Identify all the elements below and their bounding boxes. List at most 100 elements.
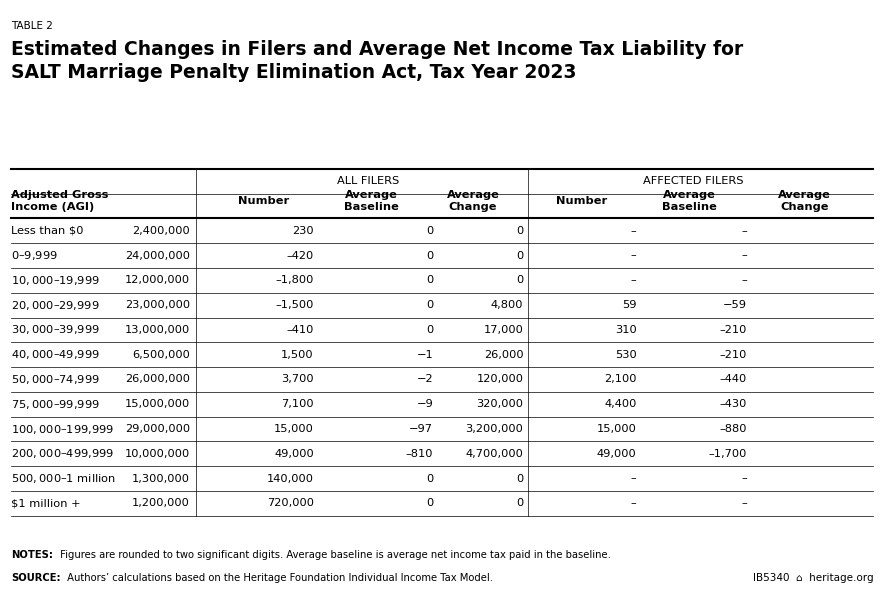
Text: $40,000–$49,999: $40,000–$49,999	[11, 348, 100, 361]
Text: Average
Change: Average Change	[778, 190, 831, 212]
Text: 1,200,000: 1,200,000	[133, 499, 190, 508]
Text: $10,000–$19,999: $10,000–$19,999	[11, 274, 100, 287]
Text: 13,000,000: 13,000,000	[125, 325, 190, 335]
Text: −97: −97	[409, 424, 433, 434]
Text: –210: –210	[720, 350, 747, 360]
Text: 1,500: 1,500	[281, 350, 314, 360]
Text: 320,000: 320,000	[476, 399, 523, 410]
Text: 0: 0	[426, 226, 433, 236]
Text: Average
Baseline: Average Baseline	[344, 190, 399, 212]
Text: 2,100: 2,100	[604, 375, 636, 384]
Text: –430: –430	[720, 399, 747, 410]
Text: 0: 0	[516, 473, 523, 484]
Text: −9: −9	[416, 399, 433, 410]
Text: 0: 0	[426, 275, 433, 286]
Text: –410: –410	[286, 325, 314, 335]
Text: 0: 0	[516, 251, 523, 260]
Text: 26,000: 26,000	[484, 350, 523, 360]
Text: 7,100: 7,100	[281, 399, 314, 410]
Text: IB5340  ⌂  heritage.org: IB5340 ⌂ heritage.org	[753, 573, 873, 583]
Text: 0: 0	[516, 499, 523, 508]
Text: –420: –420	[286, 251, 314, 260]
Text: Estimated Changes in Filers and Average Net Income Tax Liability for
SALT Marria: Estimated Changes in Filers and Average …	[11, 40, 743, 82]
Text: Less than $0: Less than $0	[11, 226, 84, 236]
Text: 15,000,000: 15,000,000	[125, 399, 190, 410]
Text: AFFECTED FILERS: AFFECTED FILERS	[643, 176, 743, 186]
Text: 0: 0	[426, 300, 433, 310]
Text: $20,000–$29,999: $20,000–$29,999	[11, 298, 100, 312]
Text: $1 million +: $1 million +	[11, 499, 81, 508]
Text: 24,000,000: 24,000,000	[125, 251, 190, 260]
Text: 230: 230	[293, 226, 314, 236]
Text: –: –	[741, 499, 747, 508]
Text: 10,000,000: 10,000,000	[125, 449, 190, 459]
Text: $50,000–$74,999: $50,000–$74,999	[11, 373, 100, 386]
Text: ALL FILERS: ALL FILERS	[337, 176, 400, 186]
Text: 12,000,000: 12,000,000	[125, 275, 190, 286]
Text: 49,000: 49,000	[597, 449, 636, 459]
Text: Average
Baseline: Average Baseline	[662, 190, 717, 212]
Text: –880: –880	[720, 424, 747, 434]
Text: –440: –440	[720, 375, 747, 384]
Text: –: –	[630, 473, 636, 484]
Text: 140,000: 140,000	[267, 473, 314, 484]
Text: 59: 59	[622, 300, 636, 310]
Text: 4,400: 4,400	[604, 399, 636, 410]
Text: −1: −1	[416, 350, 433, 360]
Text: 0: 0	[516, 226, 523, 236]
Text: –: –	[741, 226, 747, 236]
Text: –: –	[630, 499, 636, 508]
Text: 120,000: 120,000	[476, 375, 523, 384]
Text: –: –	[630, 226, 636, 236]
Text: 15,000: 15,000	[597, 424, 636, 434]
Text: 3,200,000: 3,200,000	[466, 424, 523, 434]
Text: 720,000: 720,000	[267, 499, 314, 508]
Text: 23,000,000: 23,000,000	[125, 300, 190, 310]
Text: Number: Number	[238, 196, 289, 206]
Text: –: –	[741, 473, 747, 484]
Text: 17,000: 17,000	[484, 325, 523, 335]
Text: 4,700,000: 4,700,000	[466, 449, 523, 459]
Text: −2: −2	[416, 375, 433, 384]
Text: 15,000: 15,000	[274, 424, 314, 434]
Text: –: –	[630, 251, 636, 260]
Text: –1,500: –1,500	[276, 300, 314, 310]
Text: –1,800: –1,800	[276, 275, 314, 286]
Text: –210: –210	[720, 325, 747, 335]
Text: TABLE 2: TABLE 2	[11, 21, 53, 31]
Text: 0: 0	[426, 325, 433, 335]
Text: Authors’ calculations based on the Heritage Foundation Individual Income Tax Mod: Authors’ calculations based on the Herit…	[64, 573, 492, 583]
Text: 6,500,000: 6,500,000	[133, 350, 190, 360]
Text: Number: Number	[556, 196, 607, 206]
Text: 0: 0	[426, 473, 433, 484]
Text: 2,400,000: 2,400,000	[133, 226, 190, 236]
Text: −59: −59	[723, 300, 747, 310]
Text: –1,700: –1,700	[709, 449, 747, 459]
Text: $500,000–$1 million: $500,000–$1 million	[11, 472, 116, 485]
Text: Figures are rounded to two significant digits. Average baseline is average net i: Figures are rounded to two significant d…	[57, 550, 612, 559]
Text: 310: 310	[614, 325, 636, 335]
Text: $75,000–$99,999: $75,000–$99,999	[11, 398, 100, 411]
Text: $200,000–$499,999: $200,000–$499,999	[11, 448, 115, 460]
Text: 1,300,000: 1,300,000	[132, 473, 190, 484]
Text: 49,000: 49,000	[274, 449, 314, 459]
Text: –: –	[741, 251, 747, 260]
Text: NOTES:: NOTES:	[11, 550, 54, 559]
Text: 3,700: 3,700	[281, 375, 314, 384]
Text: 4,800: 4,800	[491, 300, 523, 310]
Text: Average
Change: Average Change	[446, 190, 499, 212]
Text: 0: 0	[426, 499, 433, 508]
Text: 0: 0	[426, 251, 433, 260]
Text: 29,000,000: 29,000,000	[125, 424, 190, 434]
Text: –810: –810	[406, 449, 433, 459]
Text: 530: 530	[614, 350, 636, 360]
Text: $100,000–$199,999: $100,000–$199,999	[11, 422, 115, 435]
Text: $0–$9,999: $0–$9,999	[11, 249, 58, 262]
Text: 0: 0	[516, 275, 523, 286]
Text: SOURCE:: SOURCE:	[11, 573, 61, 583]
Text: –: –	[741, 275, 747, 286]
Text: –: –	[630, 275, 636, 286]
Text: Adjusted Gross
Income (AGI): Adjusted Gross Income (AGI)	[11, 190, 109, 212]
Text: 26,000,000: 26,000,000	[125, 375, 190, 384]
Text: $30,000–$39,999: $30,000–$39,999	[11, 324, 100, 336]
